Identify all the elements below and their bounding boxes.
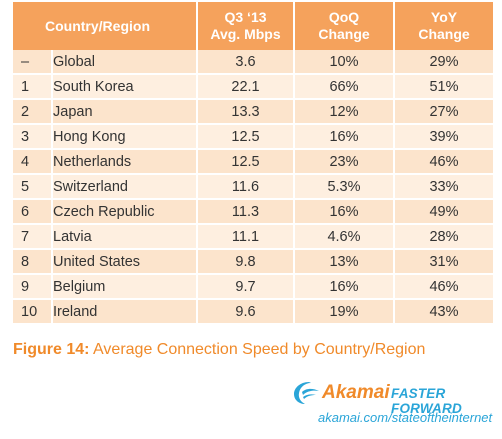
yoy-change-cell: 46% [393,275,493,300]
connection-speed-table: Country/Region Q3 ‘13 Avg. Mbps QoQ Chan… [13,2,493,325]
header-qoq-change: QoQ Change [293,2,393,50]
rank-cell: 4 [13,150,51,175]
akamai-wave-icon [294,382,319,404]
qoq-change-cell: 16% [293,125,393,150]
country-cell: United States [51,250,196,275]
country-cell: Japan [51,100,196,125]
header-qoq-line1: QoQ [328,9,360,25]
avg-speed-cell: 12.5 [196,125,293,150]
avg-speed-cell: 22.1 [196,75,293,100]
table-row: 2 Japan 13.3 12% 27% [13,100,493,125]
country-cell: Switzerland [51,175,196,200]
country-cell: South Korea [51,75,196,100]
avg-speed-cell: 11.1 [196,225,293,250]
country-cell: Latvia [51,225,196,250]
country-cell: Ireland [51,300,196,325]
akamai-logo: Akamai FASTER FORWARD [293,381,493,416]
avg-speed-cell: 13.3 [196,100,293,125]
yoy-change-cell: 43% [393,300,493,325]
table-header-row: Country/Region Q3 ‘13 Avg. Mbps QoQ Chan… [13,2,493,50]
header-yoy-line1: YoY [430,9,458,25]
qoq-change-cell: 66% [293,75,393,100]
rank-cell: 3 [13,125,51,150]
rank-cell: 7 [13,225,51,250]
qoq-change-cell: 19% [293,300,393,325]
yoy-change-cell: 27% [393,100,493,125]
table-row: 8 United States 9.8 13% 31% [13,250,493,275]
rank-cell: 9 [13,275,51,300]
header-qoq-line2: Change [318,26,370,42]
header-avg-speed: Q3 ‘13 Avg. Mbps [196,2,293,50]
qoq-change-cell: 5.3% [293,175,393,200]
header-yoy-change: YoY Change [393,2,493,50]
figure-caption: Figure 14: Average Connection Speed by C… [13,341,425,359]
avg-speed-cell: 3.6 [196,50,293,75]
logo-wordmark: Akamai [322,382,390,403]
country-cell: Belgium [51,275,196,300]
header-country: Country/Region [13,2,196,50]
caption-label: Figure 14: [13,341,90,358]
qoq-change-cell: 16% [293,200,393,225]
qoq-change-cell: 16% [293,275,393,300]
avg-speed-cell: 11.3 [196,200,293,225]
yoy-change-cell: 51% [393,75,493,100]
header-yoy-line2: Change [418,26,470,42]
yoy-change-cell: 39% [393,125,493,150]
yoy-change-cell: 29% [393,50,493,75]
country-cell: Czech Republic [51,200,196,225]
table-row: 6 Czech Republic 11.3 16% 49% [13,200,493,225]
rank-cell: 1 [13,75,51,100]
qoq-change-cell: 13% [293,250,393,275]
table-body: – Global 3.6 10% 29% 1 South Korea 22.1 66% 51% 2 J… [13,50,493,325]
logo-tagline: FASTER FORWARD [391,386,462,416]
avg-speed-cell: 9.7 [196,275,293,300]
rank-cell: 6 [13,200,51,225]
table-row: – Global 3.6 10% 29% [13,50,493,75]
avg-speed-cell: 11.6 [196,175,293,200]
header-avg-line1: Q3 ‘13 [224,9,267,25]
yoy-change-cell: 31% [393,250,493,275]
avg-speed-cell: 9.8 [196,250,293,275]
source-url: akamai.com/stateoftheinternet [318,410,493,425]
table-row: 4 Netherlands 12.5 23% 46% [13,150,493,175]
yoy-change-cell: 49% [393,200,493,225]
rank-cell: 5 [13,175,51,200]
avg-speed-cell: 12.5 [196,150,293,175]
country-cell: Hong Kong [51,125,196,150]
table-row: 5 Switzerland 11.6 5.3% 33% [13,175,493,200]
yoy-change-cell: 46% [393,150,493,175]
table-row: 9 Belgium 9.7 16% 46% [13,275,493,300]
table-row: 1 South Korea 22.1 66% 51% [13,75,493,100]
table-row: 3 Hong Kong 12.5 16% 39% [13,125,493,150]
yoy-change-cell: 33% [393,175,493,200]
caption-text: Average Connection Speed by Country/Regi… [93,341,426,358]
rank-cell: – [13,50,51,75]
rank-cell: 2 [13,100,51,125]
yoy-change-cell: 28% [393,225,493,250]
table-row: 7 Latvia 11.1 4.6% 28% [13,225,493,250]
qoq-change-cell: 10% [293,50,393,75]
country-cell: Netherlands [51,150,196,175]
avg-speed-cell: 9.6 [196,300,293,325]
rank-cell: 10 [13,300,51,325]
qoq-change-cell: 4.6% [293,225,393,250]
country-cell: Global [51,50,196,75]
table-row: 10 Ireland 9.6 19% 43% [13,300,493,325]
qoq-change-cell: 23% [293,150,393,175]
qoq-change-cell: 12% [293,100,393,125]
rank-cell: 8 [13,250,51,275]
header-avg-line2: Avg. Mbps [210,26,281,42]
